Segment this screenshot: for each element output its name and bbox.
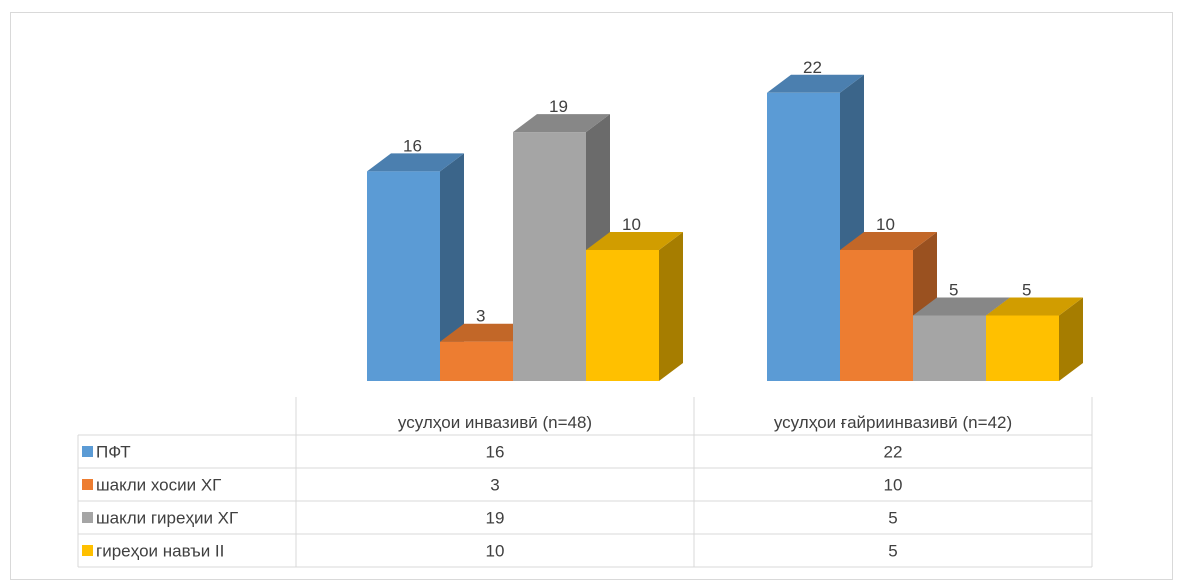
legend-swatch	[82, 545, 93, 556]
table-header-category: усулҳои ғайриинвазивӣ (n=42)	[774, 413, 1012, 432]
bar-series-3-cat-0	[586, 250, 659, 381]
table-cell-value: 19	[486, 509, 505, 528]
legend-swatch	[82, 479, 93, 490]
table-row-label: шакли гиреҳии ХГ	[96, 509, 238, 528]
bar-series-3-cat-1	[986, 315, 1059, 381]
bars-group	[367, 74, 1083, 382]
table-cell-value: 10	[486, 542, 505, 561]
bar-side-series-0-cat-0	[440, 153, 464, 381]
data-label-series-0-cat-1: 22	[803, 58, 822, 77]
bar-top-series-1-cat-1	[840, 232, 937, 250]
data-label-series-1-cat-1: 10	[876, 215, 895, 234]
data-label-series-0-cat-0: 16	[403, 136, 422, 155]
table-row-label: гиреҳои навъи II	[96, 542, 224, 561]
table-cell-value: 5	[888, 509, 897, 528]
data-label-series-3-cat-1: 5	[1022, 281, 1031, 300]
bar-top-series-3-cat-0	[586, 232, 683, 250]
legend-swatch	[82, 512, 93, 523]
bar-series-1-cat-0	[440, 341, 513, 381]
bar-side-series-3-cat-0	[659, 232, 683, 381]
bar-top-series-2-cat-0	[513, 114, 610, 133]
table-cell-value: 16	[486, 443, 505, 462]
bar-series-2-cat-0	[513, 132, 586, 381]
bar-series-0-cat-0	[367, 171, 440, 381]
table-cell-value: 5	[888, 542, 897, 561]
table-row-label: шакли хосии ХГ	[96, 476, 221, 495]
bar-series-0-cat-1	[767, 92, 840, 382]
table-cell-value: 3	[490, 476, 499, 495]
legend-swatch	[82, 446, 93, 457]
bar-top-series-0-cat-1	[767, 74, 864, 93]
data-label-series-1-cat-0: 3	[476, 307, 485, 326]
table-header-category: усулҳои инвазивӣ (n=48)	[398, 413, 592, 432]
data-label-series-2-cat-0: 19	[549, 97, 568, 116]
table-row-label: ПФТ	[96, 443, 131, 462]
data-label-series-3-cat-0: 10	[622, 215, 641, 234]
bar-top-series-3-cat-1	[986, 297, 1083, 316]
bar-side-series-3-cat-1	[1059, 297, 1083, 381]
data-label-series-2-cat-1: 5	[949, 281, 958, 300]
bar-series-1-cat-1	[840, 250, 913, 381]
data-table: усулҳои инвазивӣ (n=48) усулҳои ғайриинва…	[77, 397, 1093, 568]
table-cell-value: 22	[884, 443, 903, 462]
bar-top-series-2-cat-1	[913, 297, 1010, 316]
table-cell-value: 10	[884, 476, 903, 495]
bar-top-series-1-cat-0	[440, 323, 537, 342]
data-labels-group: 16 3 19 10 22 10 5 5	[403, 58, 1031, 326]
bar-series-2-cat-1	[913, 315, 986, 381]
bar-top-series-0-cat-0	[367, 153, 464, 172]
